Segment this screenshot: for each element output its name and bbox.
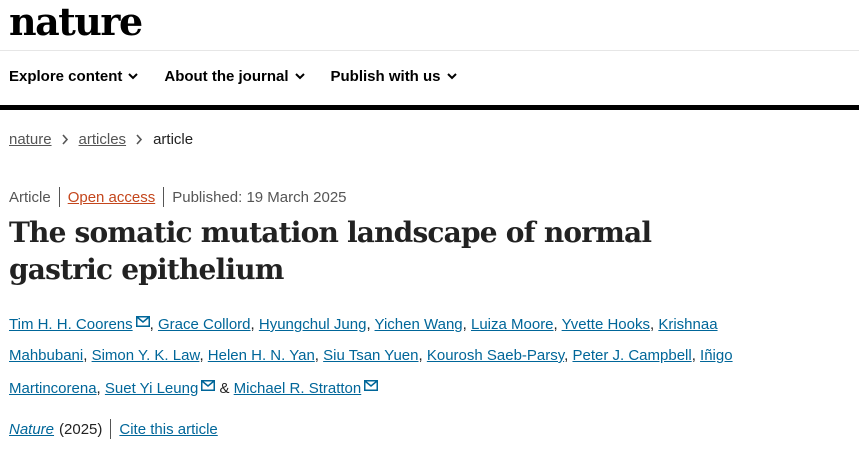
separator <box>110 419 112 439</box>
breadcrumb-link[interactable]: nature <box>9 131 52 148</box>
email-icon[interactable] <box>135 307 150 338</box>
author-link[interactable]: Peter J. Campbell <box>572 347 692 364</box>
breadcrumb: nature articles article <box>9 131 193 148</box>
article-meta: Article Open access Published: 19 March … <box>9 187 347 207</box>
article-title: The somatic mutation landscape of normal… <box>9 216 652 286</box>
year: (2025) <box>59 420 103 438</box>
header-bar <box>0 105 859 110</box>
author-link[interactable]: Michael R. Stratton <box>233 380 362 397</box>
nav-label: About the journal <box>164 68 289 85</box>
author-separator: , <box>96 380 101 397</box>
email-icon[interactable] <box>201 371 216 402</box>
author-link[interactable]: Iñigo Martincorena <box>9 347 733 397</box>
journal-link[interactable]: Nature <box>9 420 55 438</box>
author-link[interactable]: Krishnaa Mahbubani <box>9 316 718 364</box>
published-date: Published: 19 March 2025 <box>172 188 347 206</box>
author-separator: , <box>650 316 655 333</box>
author-separator: , <box>553 316 558 333</box>
breadcrumb-link[interactable]: articles <box>78 131 127 148</box>
author-separator: , <box>250 316 255 333</box>
nav-about[interactable]: About the journal <box>164 68 305 85</box>
author-link[interactable]: Tim H. H. Coorens <box>9 316 133 333</box>
chevron-down <box>446 73 457 80</box>
separator <box>163 187 165 207</box>
open-access-link[interactable]: Open access <box>67 188 156 206</box>
chevron-right <box>61 134 68 145</box>
author-separator: , <box>366 316 371 333</box>
envelope <box>135 316 150 327</box>
author-link[interactable]: Helen H. N. Yan <box>207 347 315 364</box>
author-link[interactable]: Siu Tsan Yuen <box>323 347 419 364</box>
author-link[interactable]: Hyungchul Jung <box>258 316 367 333</box>
chevron-down <box>128 73 139 80</box>
logo[interactable]: nature <box>9 0 143 44</box>
email-icon[interactable] <box>364 371 379 402</box>
article-type: Article <box>9 188 51 206</box>
breadcrumb-current: article <box>153 131 194 148</box>
author-separator: , <box>691 347 696 364</box>
author-separator: , <box>149 316 154 333</box>
cite-link[interactable]: Cite this article <box>119 420 218 438</box>
envelope <box>201 380 216 391</box>
nav-explore[interactable]: Explore content <box>9 68 139 85</box>
envelope <box>364 380 379 391</box>
author-link[interactable]: Kourosh Saeb-Parsy <box>426 347 565 364</box>
header-divider <box>0 50 859 51</box>
citation: Nature (2025) Cite this article <box>9 419 218 439</box>
author-link[interactable]: Yichen Wang <box>374 316 463 333</box>
nav-label: Explore content <box>9 68 123 85</box>
separator <box>58 187 60 207</box>
author-separator: , <box>418 347 423 364</box>
author-list: Tim H. H. Coorens, Grace Collord, Hyungc… <box>9 307 769 404</box>
chevron-right <box>136 134 143 145</box>
author-separator: , <box>462 316 467 333</box>
main-nav: Explore content About the journal Publis… <box>9 68 457 85</box>
nav-label: Publish with us <box>330 68 441 85</box>
nav-publish[interactable]: Publish with us <box>331 68 457 85</box>
author-separator: , <box>199 347 204 364</box>
author-link[interactable]: Suet Yi Leung <box>104 380 199 397</box>
author-link[interactable]: Yvette Hooks <box>561 316 650 333</box>
author-link[interactable]: Luiza Moore <box>470 316 554 333</box>
author-link[interactable]: Simon Y. K. Law <box>91 347 200 364</box>
author-separator: , <box>83 347 88 364</box>
author-conjunction: & <box>219 380 230 397</box>
author-link[interactable]: Grace Collord <box>157 316 251 333</box>
author-separator: , <box>314 347 319 364</box>
author-separator: , <box>564 347 569 364</box>
chevron-down <box>294 73 305 80</box>
